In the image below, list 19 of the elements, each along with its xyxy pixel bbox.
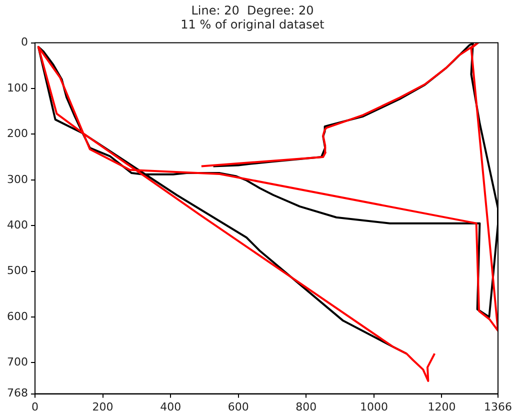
- x-tick-label: 800: [296, 400, 317, 414]
- y-tick-label: 600: [6, 310, 28, 323]
- x-tick-label: 1000: [360, 400, 388, 414]
- y-tick-label: 500: [6, 264, 28, 278]
- y-tick-label: 100: [6, 81, 28, 94]
- y-tick-label: 200: [6, 127, 28, 140]
- chart-title: Line: 20 Degree: 20: [191, 3, 314, 18]
- x-tick-label: 0: [31, 400, 38, 414]
- y-tick-label: 0: [20, 36, 28, 49]
- x-tick-label: 1366: [484, 400, 512, 414]
- y-tick-label: 400: [6, 218, 28, 232]
- x-tick-label: 200: [92, 400, 114, 414]
- chart-subtitle: 11 % of original dataset: [180, 18, 325, 32]
- x-tick-label: 600: [228, 400, 249, 414]
- x-tick-label: 400: [160, 400, 182, 414]
- y-tick-label: 700: [6, 356, 28, 369]
- x-tick-label: 1200: [428, 400, 456, 414]
- y-tick-label: 768: [6, 386, 28, 400]
- y-tick-label: 300: [6, 172, 28, 186]
